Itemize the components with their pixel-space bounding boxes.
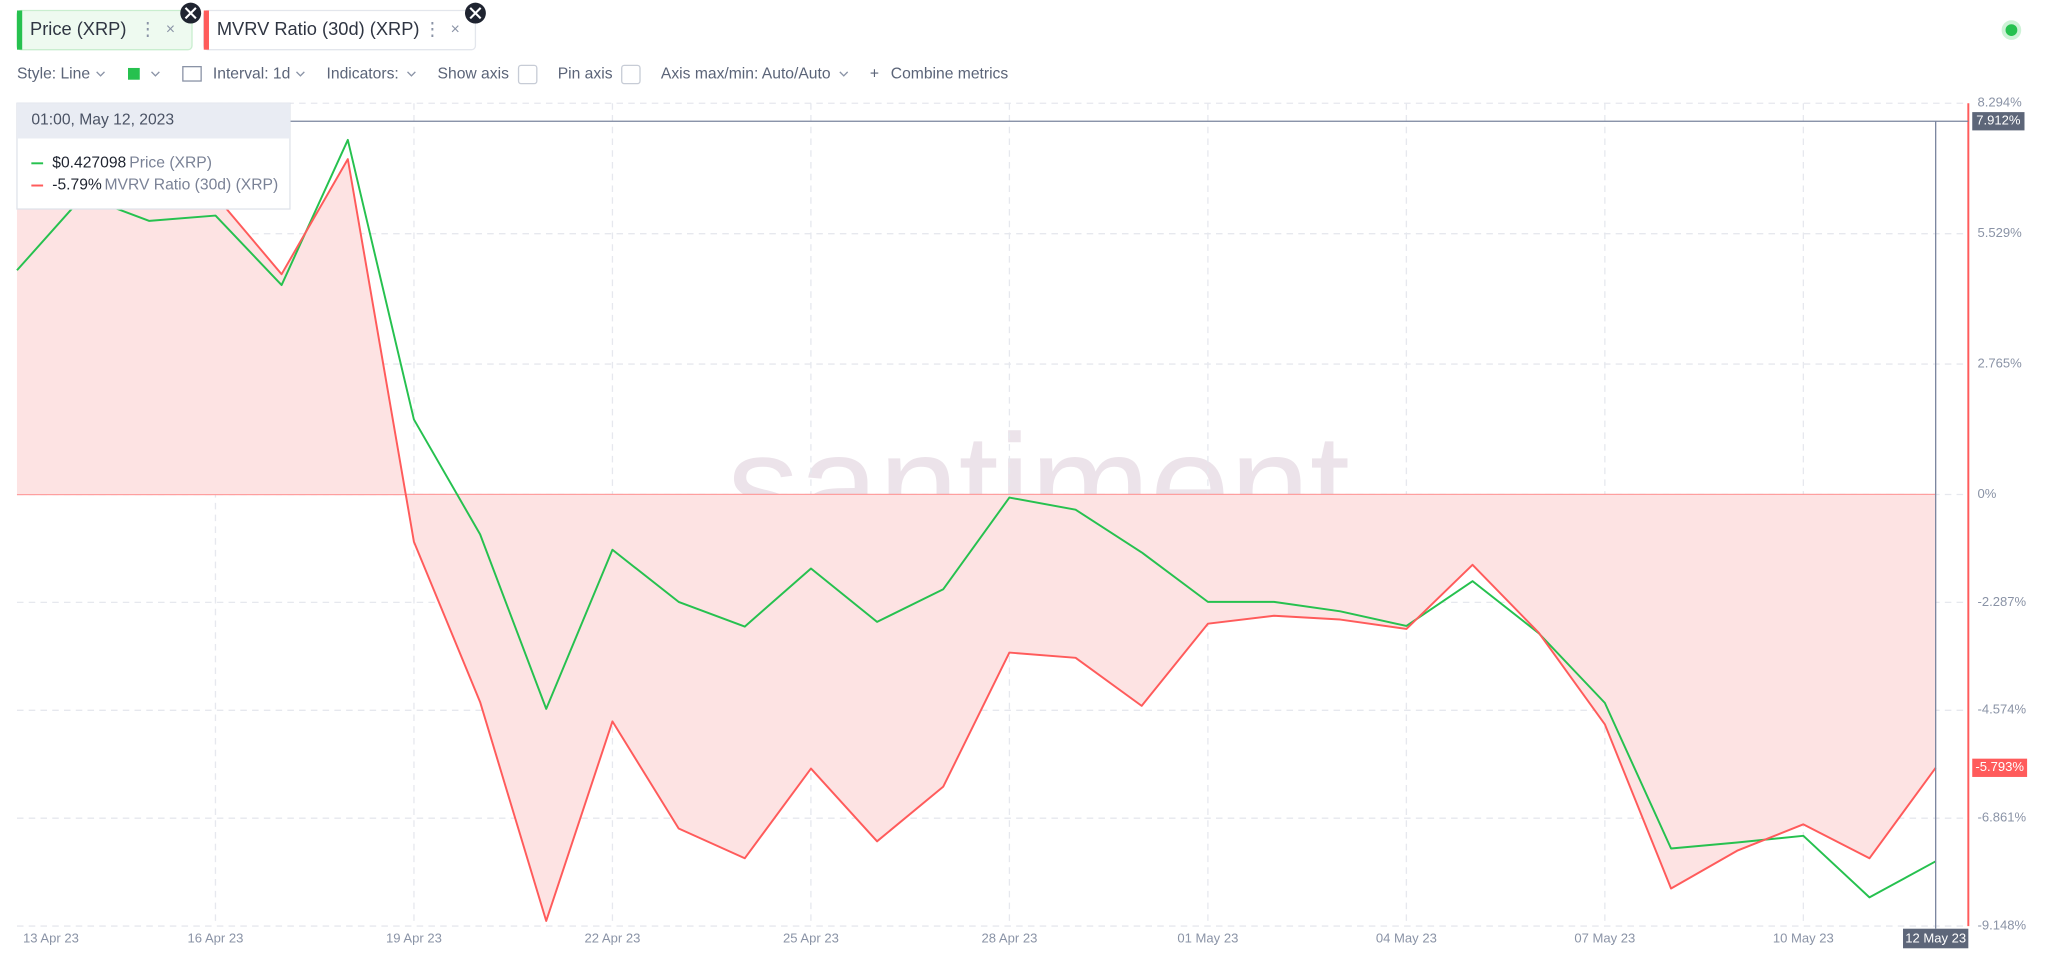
chevron (296, 71, 305, 77)
x-tick-label: 28 Apr 23 (981, 931, 1037, 946)
axis-maxmin-select[interactable]: Axis max/min: Auto/Auto (661, 66, 831, 83)
checkbox[interactable] (621, 64, 641, 85)
tab-menu[interactable]: ⋮ (138, 18, 156, 39)
y-tick-label: -4.574% (1977, 702, 2026, 717)
combine-metrics[interactable]: Combine metrics (891, 66, 1009, 83)
area (16, 150, 1936, 921)
plus-icon: + (870, 66, 879, 83)
x-tick-label: 04 May 23 (1376, 931, 1437, 946)
x-tick-label: 22 Apr 23 (585, 931, 641, 946)
x-label-highlight (1903, 928, 1969, 949)
tab-close[interactable]: × (451, 21, 460, 38)
y-tick-label: 5.529% (1977, 225, 2022, 240)
line (16, 149, 1937, 922)
last-value-flag (1972, 758, 2028, 777)
crosshair-flag (1972, 112, 2025, 131)
checkbox[interactable] (517, 64, 538, 85)
chevron (96, 71, 105, 77)
x-tick-label: 12 May 23 (1905, 931, 1966, 946)
color-select[interactable] (128, 67, 140, 80)
tooltip-value: $0.427098 (52, 154, 126, 171)
y-tick-label: 8.294% (1977, 95, 2022, 110)
tooltip-name: Price (XRP) (129, 154, 212, 171)
chevron (407, 71, 416, 77)
y-tick-label: -6.861% (1977, 810, 2026, 825)
last-value-label: -5.793% (1975, 759, 2024, 774)
x-tick-label: 16 Apr 23 (188, 931, 244, 946)
line (16, 138, 1937, 899)
style-select[interactable]: Style: Line (17, 66, 90, 83)
interval-select[interactable]: Interval: 1d (213, 66, 290, 83)
x-tick-label: 25 Apr 23 (783, 931, 839, 946)
x-tick-label: 13 Apr 23 (23, 931, 79, 946)
remove-icon-x (469, 7, 482, 20)
chevron (151, 71, 160, 77)
x-tick-label: 01 May 23 (1177, 931, 1238, 946)
show-axis-label: Show axis (438, 66, 510, 83)
tab-label[interactable]: Price (XRP) (30, 18, 126, 39)
status-dot (2001, 20, 2022, 40)
y-tick-label: -2.287% (1977, 594, 2026, 609)
pin-axis-label: Pin axis (558, 66, 613, 83)
chevron (839, 71, 849, 77)
x-tick-label: 19 Apr 23 (386, 931, 442, 946)
tab-accent (203, 10, 209, 50)
tooltip-name: MVRV Ratio (30d) (XRP) (104, 177, 278, 194)
tooltip-header (16, 103, 290, 139)
indicators-select[interactable]: Indicators: (327, 66, 399, 83)
tab-close[interactable]: × (166, 21, 175, 38)
interval-icon (182, 66, 202, 82)
remove-icon-x (184, 7, 197, 20)
tooltip-value: -5.79% (52, 177, 102, 194)
y-tick-label: 2.765% (1977, 356, 2022, 371)
tab-accent (16, 10, 23, 50)
x-tick-label: 10 May 23 (1773, 931, 1834, 946)
y-tick-label: -9.148% (1977, 918, 2026, 933)
y-tick-label: 0% (1977, 486, 1996, 501)
tab-label[interactable]: MVRV Ratio (30d) (XRP) (217, 18, 420, 39)
x-tick-label: 07 May 23 (1574, 931, 1635, 946)
crosshair-label: 7.912% (1976, 113, 2021, 128)
tab-menu[interactable]: ⋮ (423, 18, 441, 39)
tooltip-date: 01:00, May 12, 2023 (31, 111, 174, 128)
